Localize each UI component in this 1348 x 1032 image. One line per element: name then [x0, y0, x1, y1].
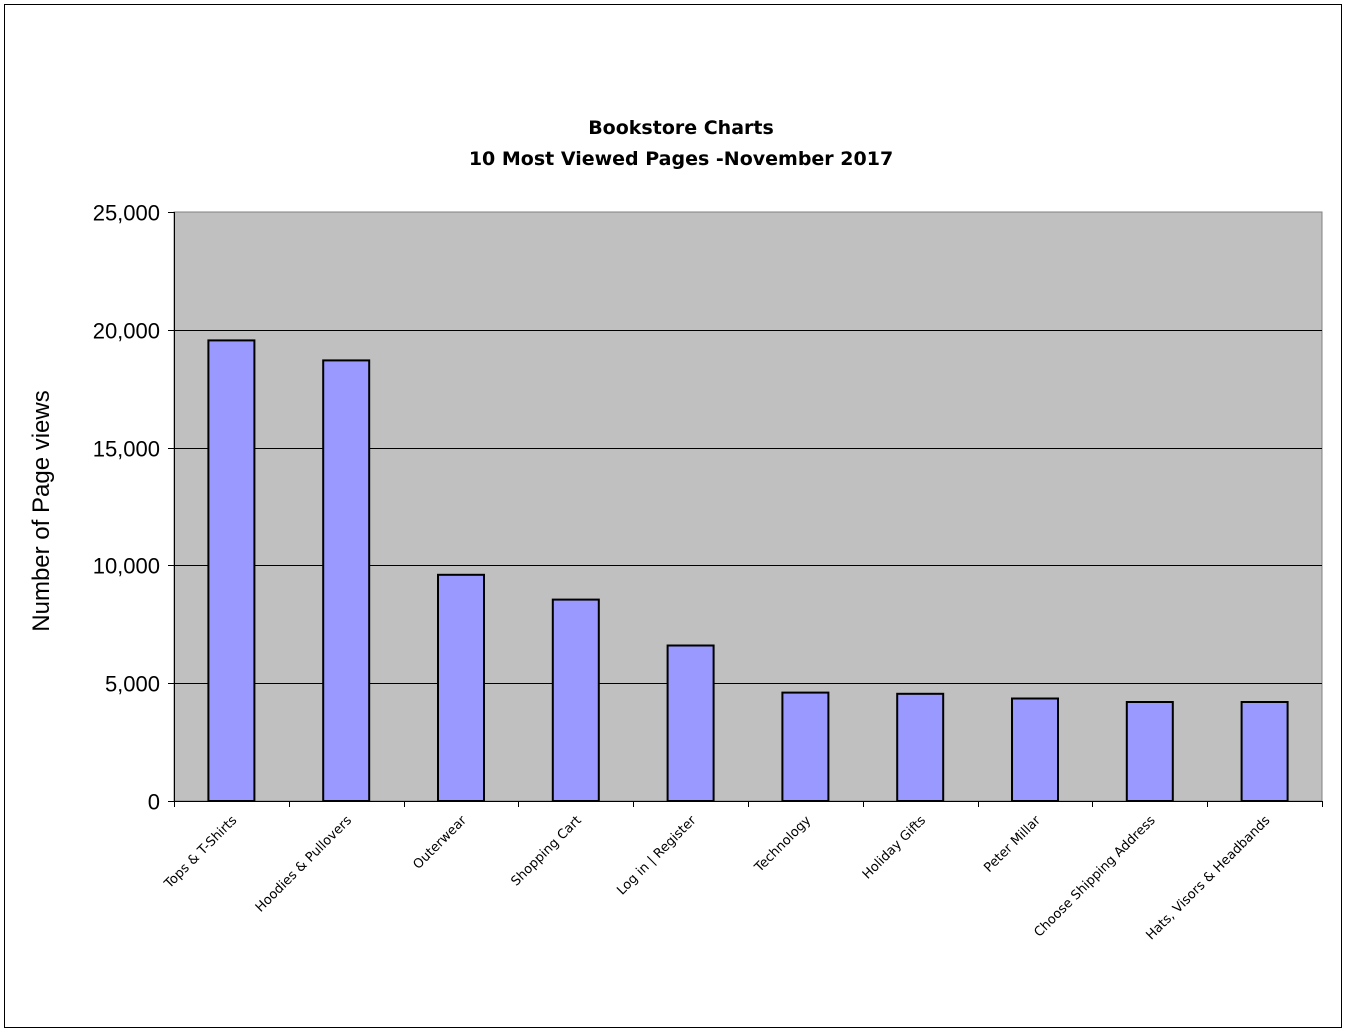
x-tick-label: Technology	[751, 813, 814, 876]
x-tick-label: Shopping Cart	[508, 813, 584, 889]
x-tick-label: Tops & T-Shirts	[161, 813, 240, 892]
bar	[1240, 701, 1289, 802]
y-tick-label: 0	[148, 790, 160, 815]
bar	[781, 691, 830, 802]
bar	[551, 598, 600, 802]
x-tick-labels: Tops & T-Shirts Hoodies & Pullovers Outerw…	[161, 813, 1273, 943]
bar	[437, 573, 485, 802]
y-tick-labels: 0 5,000 10,000 15,000 20,000 25,000	[93, 201, 160, 815]
chart-subtitle: 10 Most Viewed Pages -November 2017	[469, 148, 893, 170]
y-axis-label: Number of Page views	[28, 390, 55, 631]
y-tick-label: 25,000	[93, 201, 160, 226]
x-tick-label: Peter Millar	[981, 813, 1044, 876]
x-tick-label: Choose Shipping Address	[1032, 813, 1159, 940]
axes	[168, 212, 1323, 807]
bar	[896, 692, 945, 802]
y-tick-label: 5,000	[105, 672, 160, 697]
x-tick-label: Holiday Gifts	[860, 813, 929, 882]
bar	[322, 359, 371, 802]
y-tick-label: 10,000	[93, 554, 160, 579]
x-tick-label: Log in | Register	[614, 813, 700, 899]
bar	[207, 339, 256, 802]
x-tick-label: Hats, Visors & Headbands	[1143, 813, 1273, 943]
y-tick-label: 15,000	[93, 437, 160, 462]
y-tick-label: 20,000	[93, 319, 160, 344]
bar	[666, 644, 715, 802]
x-tick-label: Hoodies & Pullovers	[253, 813, 355, 915]
x-tick-label: Outerwear	[411, 813, 471, 873]
bars	[207, 339, 1289, 802]
chart-title: Bookstore Charts	[588, 117, 774, 139]
bar	[1011, 697, 1059, 802]
bar	[1125, 701, 1174, 802]
